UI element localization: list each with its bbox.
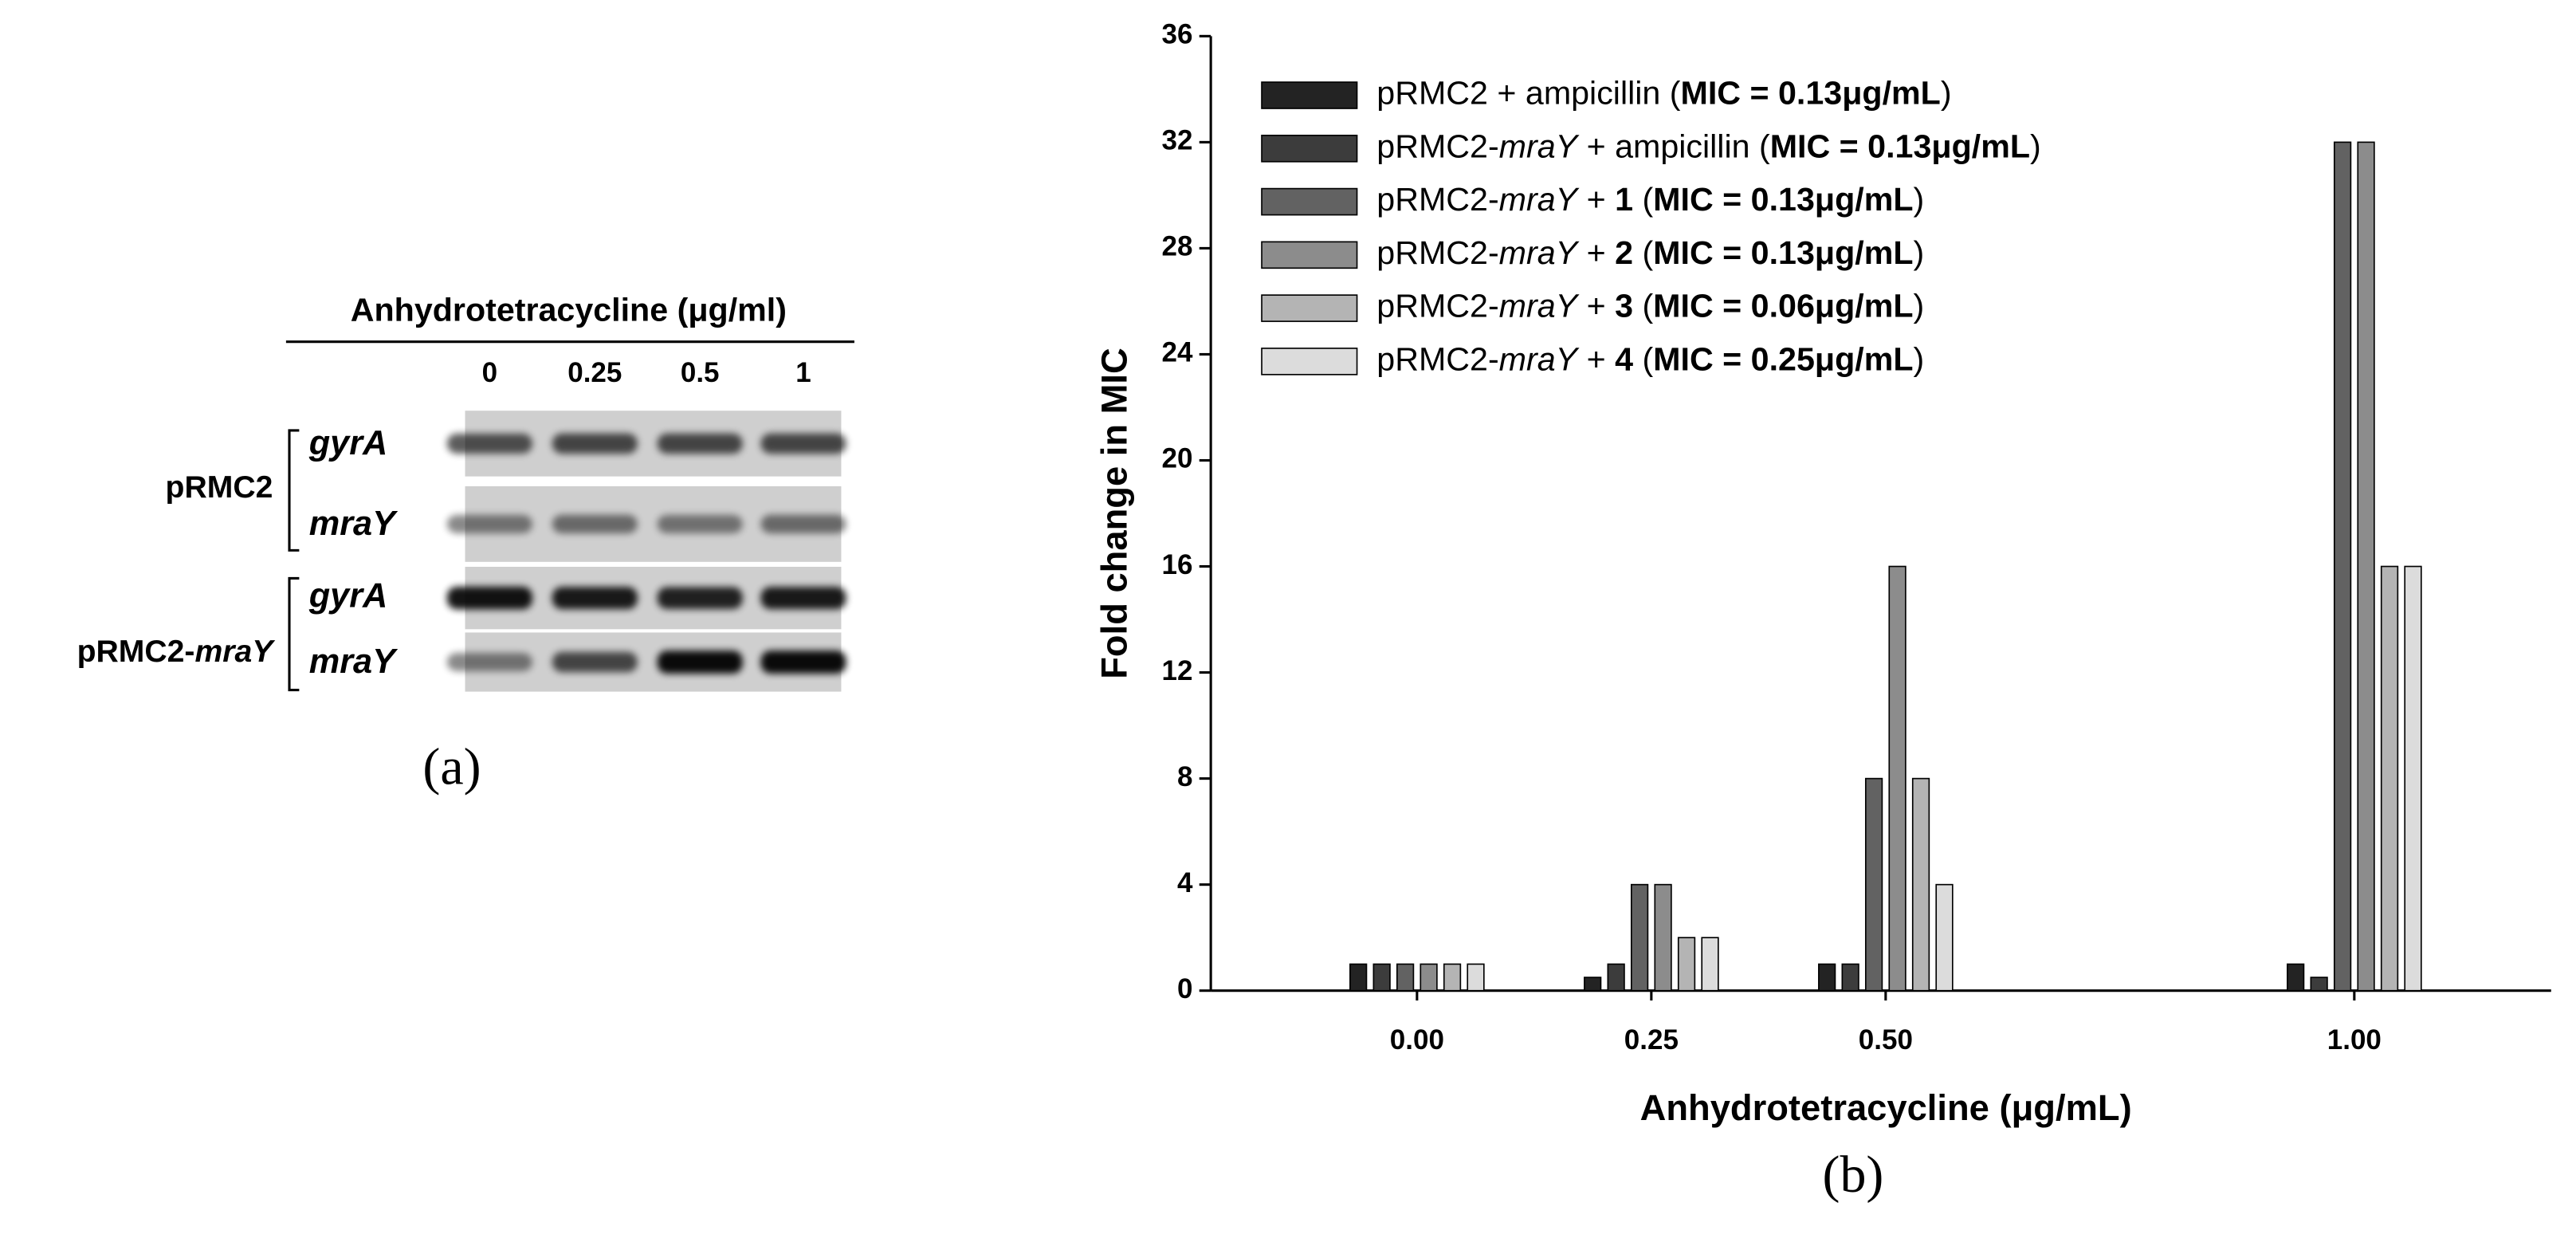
gel-band (760, 650, 846, 674)
group-bracket (288, 429, 300, 552)
gel-band (446, 652, 533, 672)
bar (1654, 883, 1672, 992)
bar (1467, 963, 1485, 992)
gel-band (657, 587, 743, 609)
x-tick-label: 1.00 (2327, 1024, 2382, 1055)
bar (1818, 963, 1836, 992)
y-tick-label: 0 (1177, 973, 1192, 1004)
bar (1911, 777, 1930, 992)
bar (1888, 565, 1906, 992)
bar (2357, 141, 2375, 992)
gel-band (657, 650, 743, 674)
bar (1935, 883, 1954, 992)
lane-label: 1 (795, 357, 811, 388)
bar (2333, 141, 2352, 992)
plot: 0 4 8 12 16 20 24 28 32 36 0.00 0.25 0.50 1.00 pRMC2 +… (1094, 19, 2551, 1204)
bar (1841, 963, 1859, 992)
gel-band (760, 514, 846, 534)
panel-label: (b) (1822, 1146, 1883, 1204)
lane-label: 0 (482, 357, 497, 388)
group-label: pRMC2 (166, 470, 273, 505)
gel-band (657, 433, 743, 454)
gel-band (446, 433, 533, 454)
gel-band (552, 514, 638, 534)
x-tick-label: 0.50 (1859, 1024, 1913, 1055)
legend-label: pRMC2-mraY + 2 (MIC = 0.13μg/mL) (1376, 234, 1924, 271)
gene-label: mraY (309, 505, 399, 543)
y-tick-label: 12 (1162, 655, 1193, 686)
legend-swatch (1261, 294, 1358, 322)
bar (1630, 883, 1649, 992)
gel-band (446, 586, 533, 610)
lane-label: 0.5 (681, 357, 720, 388)
group-label: pRMC2-mraY (77, 635, 277, 670)
bar (1372, 963, 1391, 992)
legend-swatch (1261, 187, 1358, 216)
legend-swatch (1261, 134, 1358, 163)
x-tick-label: 0.00 (1390, 1024, 1444, 1055)
bar (1677, 937, 1696, 992)
gel-band (552, 651, 638, 673)
bar (1607, 963, 1625, 992)
x-axis-label: Anhydrotetracycline (μg/mL) (1640, 1087, 2132, 1128)
bar (1396, 963, 1415, 992)
gel-header: Anhydrotetracycline (μg/ml) (351, 291, 787, 328)
y-tick-label: 4 (1177, 867, 1193, 898)
y-axis-label: Fold change in MIC (1094, 348, 1135, 679)
y-tick-label: 16 (1162, 549, 1193, 580)
x-tick-label: 0.25 (1624, 1024, 1679, 1055)
group-bracket (288, 576, 300, 692)
bar (1349, 963, 1368, 992)
legend-swatch (1261, 348, 1358, 375)
bar (2310, 977, 2328, 992)
y-tick-label: 24 (1162, 337, 1193, 368)
legend-swatch (1261, 241, 1358, 269)
bar (1443, 963, 1462, 992)
gene-label: gyrA (308, 577, 388, 615)
legend-label: pRMC2 + ampicillin (MIC = 0.13μg/mL) (1376, 74, 1951, 111)
bar (2287, 963, 2305, 992)
bar (1420, 963, 1438, 992)
gene-label: gyrA (308, 424, 388, 462)
y-tick-label: 32 (1162, 125, 1193, 156)
y-tick-label: 20 (1162, 443, 1193, 474)
bar (2404, 565, 2422, 992)
legend-label: pRMC2-mraY + 4 (MIC = 0.25μg/mL) (1376, 340, 1924, 377)
gel-band (552, 433, 638, 454)
lane-label: 0.25 (567, 357, 622, 388)
gel-panel: Anhydrotetracycline (μg/ml) 0 0.25 0.5 1 gyr… (77, 291, 854, 796)
bar (1864, 777, 1883, 992)
legend-label: pRMC2-mraY + 1 (MIC = 0.13μg/mL) (1376, 181, 1924, 218)
gene-label: mraY (309, 643, 399, 681)
gel-band (760, 587, 846, 610)
bar (1584, 977, 1602, 992)
gel-band (760, 433, 846, 454)
legend-label: pRMC2-mraY + 3 (MIC = 0.06μg/mL) (1376, 288, 1924, 324)
panel-label: (a) (422, 738, 481, 796)
y-tick-label: 28 (1162, 231, 1193, 262)
y-tick-label: 36 (1162, 19, 1193, 50)
legend-label: pRMC2-mraY + ampicillin (MIC = 0.13μg/mL… (1376, 128, 2040, 164)
y-tick-label: 8 (1177, 761, 1192, 792)
bar (2380, 565, 2399, 992)
bar (1701, 937, 1719, 992)
gel-band (552, 587, 638, 610)
gel-band (446, 514, 533, 533)
legend-swatch (1261, 81, 1358, 109)
gel-band (657, 514, 743, 533)
